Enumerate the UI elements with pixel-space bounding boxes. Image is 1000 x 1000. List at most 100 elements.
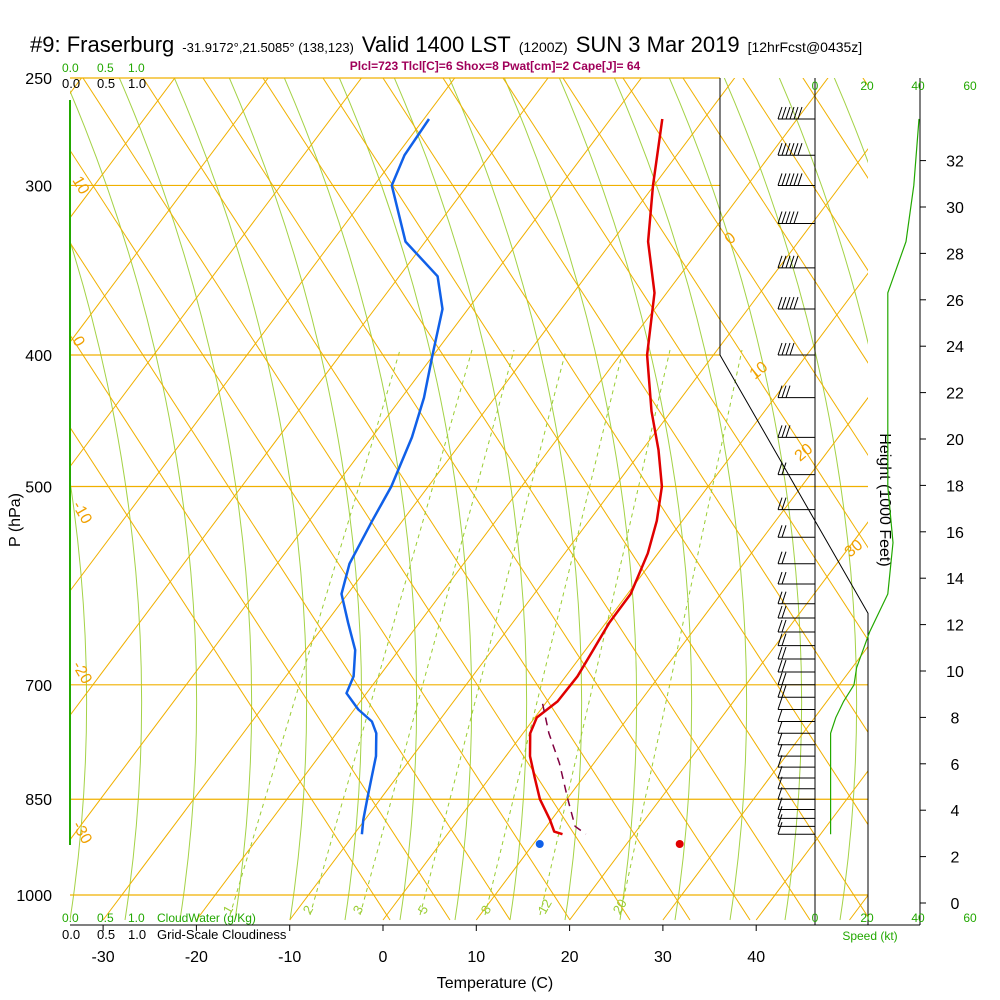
height-tick-label: 32 [946, 154, 964, 171]
wind-barb [777, 646, 815, 660]
wind-barb [777, 755, 815, 768]
cloud-water-tick-top: 1.0 [128, 61, 145, 75]
wind-barb-flag [781, 106, 787, 120]
isotherm-label: 10 [747, 359, 772, 384]
mixing-ratio-line [229, 349, 401, 916]
mixing-ratio-label: 20 [610, 896, 630, 916]
isotherm-line [569, 521, 868, 921]
x-tick-label: 40 [747, 949, 765, 966]
x-tick-label: 20 [561, 949, 579, 966]
moist-adiabat-line [70, 334, 451, 921]
cloud-water-tick-bottom: 0.5 [97, 911, 114, 925]
moist-adiabat-line [142, 78, 691, 921]
dry-adiabat-line [668, 78, 803, 921]
wind-barb [777, 462, 815, 476]
moist-adiabat-line [562, 78, 868, 549]
x-tick-label: -30 [92, 949, 115, 966]
wind-barb-flag [777, 697, 783, 710]
mixing-ratio-label: 12 [535, 896, 555, 916]
wind-barb-flag [777, 822, 783, 835]
mixing-ratio-line [539, 349, 671, 916]
wind-barb-flag [785, 255, 791, 268]
isotherm-line [755, 770, 868, 921]
height-tick-label: 24 [946, 339, 964, 356]
y-axis-title: P (hPa) [7, 493, 24, 547]
dry-adiabat-line [338, 78, 473, 921]
wind-barb [777, 797, 815, 811]
wind-barb-flag [781, 605, 787, 619]
wind-barb-flag [781, 551, 787, 564]
height-tick-label: 8 [951, 710, 960, 727]
mixing-ratio-line [619, 349, 743, 916]
wind-barb-flag [777, 814, 783, 827]
title-date: SUN 3 Mar 2019 [576, 32, 740, 57]
parcel-path-line [541, 703, 587, 835]
dry-adiabat-line [70, 89, 198, 921]
dry-adiabat-line [393, 78, 528, 921]
wind-barb-flag [777, 173, 783, 186]
wind-barb-flag [777, 106, 783, 120]
wind-barb-flag [777, 743, 783, 757]
wind-barb-flag [789, 143, 795, 156]
isotherm-line [70, 78, 549, 717]
isotherm-line [289, 148, 868, 921]
isotherm-label: -30 [69, 819, 95, 848]
x-tick-label: 10 [467, 949, 485, 966]
wind-barb-flag [777, 385, 783, 398]
wind-barb-flag [781, 659, 787, 673]
isotherm-line [475, 396, 868, 921]
wind-speed-tick-bottom: 60 [963, 911, 977, 925]
surface-temperature-marker [675, 840, 684, 848]
moist-adiabat-line [682, 78, 868, 364]
wind-barb-flag [793, 173, 799, 186]
dry-adiabat-line [70, 239, 143, 921]
wind-barb [777, 143, 815, 156]
wind-barb-flag [793, 296, 799, 310]
wind-barb-flag [777, 551, 783, 564]
wind-barb [777, 721, 815, 734]
wind-barb [777, 814, 815, 827]
wind-speed-tick-bottom: 40 [911, 911, 925, 925]
wind-barb-flag [789, 255, 795, 268]
dry-adiabat-line [448, 78, 583, 921]
wind-barb [777, 709, 815, 723]
wind-speed-tick-top: 0 [812, 79, 819, 93]
wind-barb [777, 497, 815, 511]
wind-barb [777, 806, 815, 819]
wind-barb [777, 342, 815, 356]
pressure-tick-label: 850 [25, 792, 52, 809]
moist-adiabat-line [742, 78, 868, 272]
height-tick-label: 0 [951, 896, 960, 913]
title-zulu: (1200Z) [519, 39, 568, 55]
wind-barb-flag [781, 619, 787, 633]
wind-barb-flag [781, 425, 787, 438]
cloudiness-tick-bottom: 0.0 [62, 927, 80, 942]
parcel-parameters: Plcl=723 Tlcl[C]=6 Shox=8 Pwat[cm]=2 Cap… [350, 59, 641, 73]
moist-adiabat-line [442, 78, 868, 734]
mixing-ratio-label: 2 [300, 903, 317, 917]
isotherm-line [0, 58, 3, 920]
moist-adiabat-line [322, 78, 868, 918]
wind-barb-flag [797, 143, 803, 156]
wind-barb [777, 255, 815, 269]
moist-adiabat-line [382, 78, 868, 826]
wind-barb-flag [777, 591, 783, 604]
moist-adiabat-line [262, 78, 811, 921]
wind-barb-flag [789, 173, 795, 186]
mixing-ratio-line [419, 349, 567, 916]
wind-barb [777, 591, 815, 605]
isotherm-line [849, 894, 868, 921]
cloudiness-label: Grid-Scale Cloudiness [157, 927, 287, 942]
dry-adiabat-line [778, 78, 868, 345]
dry-adiabat-line [503, 78, 638, 921]
wind-barb [777, 525, 815, 538]
height-tick-label: 26 [946, 293, 964, 310]
wind-barb-flag [777, 255, 783, 268]
cloud-water-tick-top: 0.0 [62, 61, 79, 75]
isotherm-label: 0 [722, 229, 740, 248]
wind-barb-flag [777, 571, 783, 585]
wind-barb-flag [781, 296, 787, 310]
cloud-water-tick-bottom: 0.0 [62, 911, 79, 925]
moist-adiabat-line [802, 78, 868, 179]
wind-speed-tick-top: 20 [860, 79, 874, 93]
